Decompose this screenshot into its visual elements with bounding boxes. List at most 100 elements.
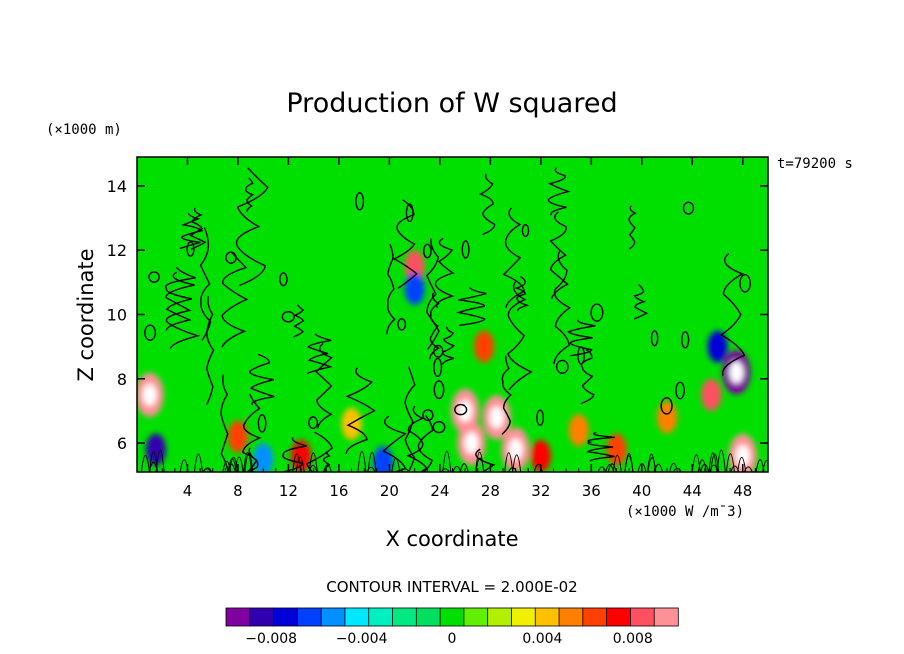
field-feature-core (464, 432, 479, 455)
contour-line (189, 207, 207, 250)
contour-line (624, 452, 634, 472)
colorbar-swatch (463, 607, 489, 627)
contour-line (607, 463, 617, 472)
field-feature (707, 330, 728, 363)
contour-line (697, 459, 707, 472)
x-tick-label: 24 (430, 482, 449, 500)
colorbar-swatch (653, 607, 679, 627)
contour-line (235, 167, 269, 287)
field-feature (568, 414, 589, 447)
contour-line (426, 238, 440, 351)
contour-line (612, 454, 622, 472)
contour-loop (536, 409, 545, 426)
contour-line (669, 462, 679, 472)
contour-line (725, 453, 735, 472)
y-unit-label: (×1000 m) (46, 122, 122, 138)
contour-loop (433, 357, 443, 378)
x-tick-label: 12 (279, 482, 298, 500)
colorbar-swatch (630, 607, 655, 627)
contour-line (199, 227, 212, 341)
contour-line (502, 207, 525, 308)
field-feature (404, 250, 425, 283)
contour-line (507, 281, 533, 391)
colorbar-swatch (534, 607, 560, 627)
contour-line (533, 463, 543, 472)
contour-line (452, 465, 462, 472)
contour-line (549, 211, 569, 299)
colorbar-swatch (368, 607, 394, 627)
x-axis-label: X coordinate (385, 527, 518, 551)
contour-line (441, 326, 455, 365)
colorbar-swatch (344, 607, 370, 627)
x-tick-label: 36 (582, 482, 601, 500)
x-tick-label: 8 (233, 482, 243, 500)
colorbar-tick-label: 0 (448, 631, 457, 647)
contour-line (308, 452, 318, 472)
contour-line (755, 459, 765, 472)
contour-line (459, 463, 469, 472)
contour-loop (186, 241, 195, 257)
x-tick-label: 16 (329, 482, 348, 500)
contour-line (440, 468, 450, 472)
contour-line (475, 457, 485, 472)
y-tick-label: 8 (117, 370, 127, 389)
colorbar-tick-label: 0.008 (613, 631, 653, 647)
contour-loop (422, 409, 434, 422)
contour-line (323, 464, 332, 472)
contour-loop (590, 303, 604, 322)
contour-line (179, 212, 204, 250)
x-tick-label: 44 (683, 482, 702, 500)
contour-line (719, 252, 746, 376)
contour-loop (432, 420, 446, 434)
contour-line (628, 205, 637, 250)
contour-loop (433, 380, 445, 400)
colorbar-swatch (558, 607, 584, 627)
colorbar-swatch (273, 607, 299, 627)
field-feature (145, 433, 166, 466)
contour-line (307, 333, 333, 374)
contour-line (308, 464, 318, 472)
contour-loop (257, 414, 267, 433)
field-feature (474, 330, 495, 363)
time-label: t=79200 s (777, 156, 853, 172)
field-feature-core (735, 444, 750, 467)
contour-loop (660, 397, 673, 415)
contour-lines (140, 167, 768, 472)
contour-line (597, 466, 607, 472)
contour-line (580, 348, 595, 405)
colorbar-swatch (225, 607, 251, 627)
contour-loop (739, 273, 751, 293)
contour-line (322, 451, 331, 472)
contour-line (295, 456, 305, 472)
contour-line (455, 286, 487, 327)
contour-line (292, 453, 302, 472)
contour-line (708, 452, 718, 472)
colorbar-tick-label: −0.004 (336, 631, 388, 647)
field-feature-core (142, 383, 157, 406)
x-tick-label: 20 (380, 482, 399, 500)
contour-line (165, 271, 201, 349)
contour-loop (432, 344, 444, 358)
x-tick-label: 32 (531, 482, 550, 500)
heatmap-area (137, 157, 768, 472)
contour-line (227, 458, 237, 472)
contour-line (586, 431, 615, 462)
chart-title: Production of W squared (286, 88, 617, 119)
contour-line (514, 275, 530, 312)
field-feature (227, 420, 248, 453)
contour-line (504, 452, 514, 472)
contour-loop (681, 331, 690, 349)
contour-line (730, 465, 740, 472)
colorbar-swatch (320, 607, 346, 627)
contour-loop (577, 346, 585, 365)
contour-loop (461, 240, 470, 259)
contour-line (203, 467, 213, 472)
contour-line (478, 173, 496, 236)
contour-line (605, 464, 615, 472)
field-feature (530, 439, 551, 472)
y-tick-label: 10 (107, 306, 127, 325)
colorbar (225, 607, 679, 627)
contour-loop (405, 203, 414, 223)
contour-line (345, 367, 376, 455)
